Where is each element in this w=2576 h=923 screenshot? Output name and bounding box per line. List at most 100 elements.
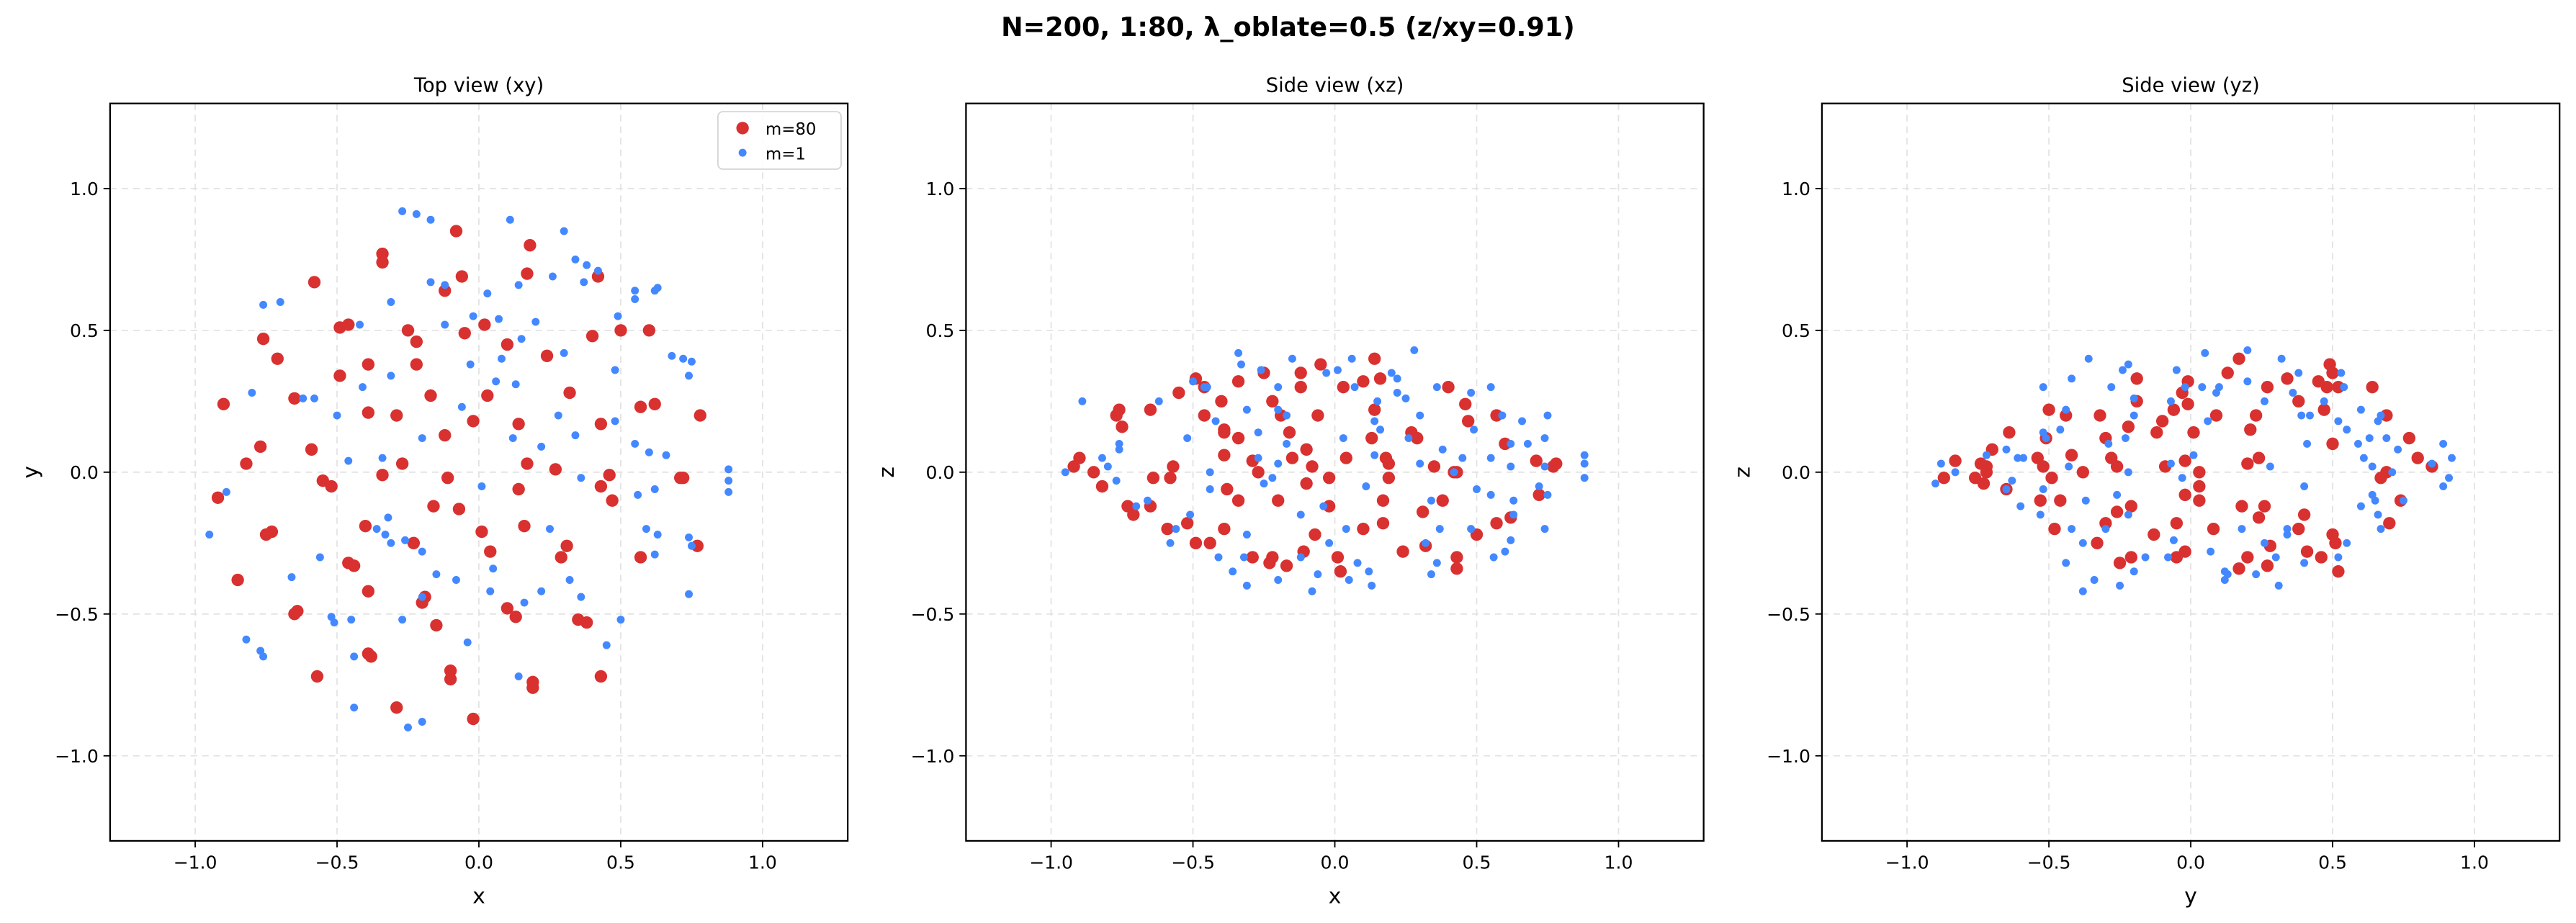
x-tick-label: −0.5: [1171, 852, 1215, 873]
figure-title: N=200, 1:80, λ_oblate=0.5 (z/xy=0.91): [1001, 12, 1575, 42]
point-m1: [1540, 462, 1549, 471]
point-m1: [2448, 454, 2456, 462]
point-m1: [2428, 459, 2436, 468]
point-m1: [531, 318, 540, 326]
point-m1: [631, 295, 639, 304]
point-m1: [687, 541, 696, 550]
point-m80: [430, 618, 443, 632]
point-m1: [1376, 426, 1385, 434]
point-m80: [580, 616, 593, 629]
point-m1: [2036, 510, 2045, 519]
point-m80: [549, 463, 562, 476]
y-tick-label: 0.5: [926, 320, 955, 341]
point-m1: [2172, 366, 2181, 374]
point-m80: [1382, 472, 1396, 485]
point-m1: [1467, 525, 1476, 533]
point-m1: [511, 380, 520, 389]
point-m1: [571, 431, 580, 440]
point-m1: [2084, 354, 2093, 363]
y-tick-label: 0.0: [1782, 462, 1810, 483]
point-m80: [359, 520, 372, 533]
point-m1: [1342, 525, 1350, 533]
point-m80: [594, 418, 608, 431]
point-m1: [1166, 539, 1175, 547]
point-m1: [1260, 479, 1268, 488]
point-m80: [2093, 409, 2106, 422]
point-m1: [642, 525, 650, 533]
point-m80: [1252, 466, 1265, 479]
point-m1: [1486, 454, 1495, 462]
point-m80: [1121, 500, 1134, 513]
point-m80: [1532, 488, 1545, 502]
point-m80: [1396, 545, 1409, 558]
point-m1: [492, 377, 501, 386]
point-m1: [1365, 567, 1373, 576]
x-tick-label: 0.5: [606, 852, 635, 873]
point-m1: [2271, 553, 2280, 562]
point-m1: [2374, 510, 2382, 519]
point-m80: [1272, 494, 1285, 507]
point-m80: [2193, 494, 2206, 507]
point-m80: [211, 491, 225, 504]
point-m80: [603, 469, 616, 482]
point-m1: [1322, 369, 1331, 377]
point-m1: [259, 300, 268, 309]
point-m1: [1387, 369, 1396, 377]
point-m80: [347, 559, 361, 572]
point-m80: [2148, 528, 2160, 541]
point-m1: [631, 287, 639, 295]
point-m80: [2380, 409, 2393, 422]
point-m80: [362, 406, 375, 419]
point-m1: [514, 672, 523, 680]
point-m1: [2107, 383, 2116, 392]
x-tick-label: 0.5: [2318, 852, 2347, 873]
point-m80: [1306, 460, 1319, 473]
point-m1: [276, 297, 284, 306]
point-m1: [2238, 525, 2246, 533]
point-m80: [308, 276, 321, 289]
x-tick-label: −1.0: [1885, 852, 1929, 873]
point-m1: [2252, 570, 2261, 579]
point-m1: [2274, 581, 2283, 590]
x-tick-label: 0.0: [1321, 852, 1350, 873]
point-m1: [2141, 553, 2150, 562]
point-m80: [475, 525, 488, 539]
point-m80: [1416, 505, 1430, 518]
point-m80: [540, 349, 554, 362]
point-m1: [1319, 502, 1328, 510]
point-m1: [687, 357, 696, 366]
point-m80: [1283, 426, 1296, 439]
point-m1: [2068, 525, 2076, 533]
point-m1: [1274, 576, 1283, 584]
point-m80: [1949, 454, 1962, 467]
point-m80: [1376, 494, 1390, 507]
point-m80: [2178, 488, 2191, 502]
point-m80: [1189, 536, 1203, 549]
point-m1: [2002, 485, 2011, 493]
point-m80: [1442, 380, 1455, 394]
point-m1: [545, 525, 554, 533]
point-m1: [1507, 439, 1515, 448]
point-m1: [2166, 397, 2175, 405]
point-m1: [1242, 531, 1251, 539]
point-m1: [2261, 539, 2268, 547]
point-m1: [1362, 482, 1370, 490]
point-m80: [1530, 454, 1543, 467]
panel-title: Side view (yz): [2122, 75, 2259, 97]
point-m1: [1427, 570, 1435, 579]
point-m1: [1523, 439, 1532, 448]
x-tick-label: 0.5: [1463, 852, 1491, 873]
point-m80: [390, 409, 403, 422]
point-m1: [2354, 439, 2362, 448]
point-m80: [634, 400, 647, 413]
point-m80: [694, 409, 706, 422]
point-m80: [560, 539, 573, 552]
point-m1: [1098, 454, 1106, 462]
point-m1: [387, 372, 395, 380]
point-m1: [724, 477, 733, 485]
point-m1: [2039, 428, 2047, 437]
point-m80: [1161, 522, 1174, 536]
point-m1: [1393, 389, 1401, 397]
point-m80: [1087, 466, 1100, 479]
point-m80: [1280, 559, 1293, 572]
